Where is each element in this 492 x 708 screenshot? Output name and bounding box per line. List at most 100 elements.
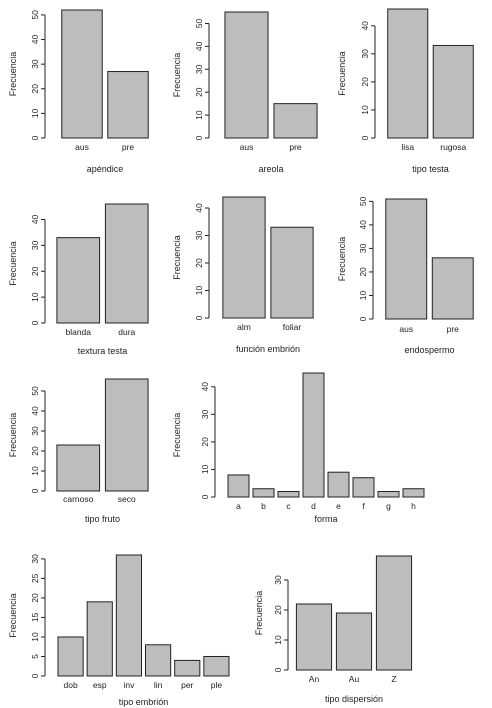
bar	[273, 103, 318, 139]
y-tick-label: 30	[200, 409, 210, 419]
bar	[387, 8, 429, 139]
x-tick-label: aus	[240, 142, 254, 152]
bar	[431, 257, 474, 320]
bar	[352, 477, 375, 498]
chart-panel: carnoso seco 0 10 20 30 40 50 Frecuencia tipo fru…	[8, 378, 149, 524]
x-axis-label: forma	[314, 514, 337, 524]
y-tick-label: 10	[30, 466, 40, 476]
x-axis-label: tipo testa	[412, 164, 449, 174]
x-tick-label: dob	[63, 680, 77, 690]
y-axis-label: Frecuencia	[172, 235, 182, 280]
y-tick-label: 30	[358, 243, 368, 253]
bar	[432, 44, 474, 139]
bar	[57, 636, 84, 677]
chart-panel: a b c d e f g h 0 10 20 30 40 Frecuencia forma	[172, 372, 425, 524]
y-tick-label: 40	[200, 382, 210, 392]
x-tick-label: e	[336, 501, 341, 511]
y-tick-label: 10	[273, 635, 283, 645]
x-axis-label: tipo fruto	[85, 514, 120, 524]
bar	[145, 644, 172, 677]
x-tick-label: An	[309, 674, 320, 684]
y-tick-label: 30	[194, 231, 204, 241]
y-tick-label: 20	[30, 266, 40, 276]
x-axis-label: tipo dispersión	[325, 694, 383, 704]
y-tick-label: 30	[30, 240, 40, 250]
x-axis-label: tipo embrión	[119, 697, 169, 707]
chart-panel: An Au Z 0 10 20 30 Frecuencia tipo dispersión	[254, 555, 413, 704]
y-tick-label: 20	[358, 267, 368, 277]
bar	[224, 11, 269, 139]
y-tick-label: 0	[30, 488, 40, 493]
y-tick-label: 15	[30, 612, 40, 622]
y-axis-label: Frecuencia	[8, 413, 18, 458]
y-tick-label: 20	[30, 446, 40, 456]
y-tick-label: 50	[358, 196, 368, 206]
y-tick-label: 20	[194, 258, 204, 268]
x-tick-label: pre	[447, 324, 460, 334]
x-axis-label: endospermo	[404, 345, 454, 355]
chart-panel: dob esp inv lin per ple 0 5 10 15 20 25 30 Frecuencia…	[8, 554, 230, 707]
bar	[203, 655, 230, 677]
x-tick-label: carnoso	[63, 494, 94, 504]
y-tick-label: 0	[30, 135, 40, 140]
y-axis-label: Frecuencia	[337, 237, 347, 282]
x-axis-label: apéndice	[87, 164, 124, 174]
y-tick-label: 10	[30, 292, 40, 302]
y-tick-label: 0	[358, 316, 368, 321]
bar	[174, 659, 201, 677]
y-tick-label: 40	[360, 21, 370, 31]
y-tick-label: 10	[194, 286, 204, 296]
y-tick-label: 30	[360, 49, 370, 59]
bar	[385, 198, 428, 320]
x-tick-label: c	[286, 501, 291, 511]
bar	[335, 612, 373, 671]
x-tick-label: lisa	[401, 142, 414, 152]
y-tick-label: 20	[30, 593, 40, 603]
y-tick-label: 30	[30, 59, 40, 69]
x-tick-label: Z	[391, 674, 396, 684]
bar	[104, 378, 149, 492]
x-tick-label: foliar	[283, 322, 302, 332]
y-tick-label: 0	[30, 320, 40, 325]
y-tick-label: 40	[30, 215, 40, 225]
x-tick-label: blanda	[65, 327, 91, 337]
y-axis-label: Frecuencia	[8, 241, 18, 286]
x-tick-label: aus	[75, 142, 89, 152]
y-tick-label: 30	[273, 575, 283, 585]
bar	[56, 444, 101, 492]
y-tick-label: 0	[200, 494, 210, 499]
y-tick-label: 50	[30, 386, 40, 396]
x-tick-label: f	[362, 501, 365, 511]
x-tick-label: Au	[349, 674, 360, 684]
x-tick-label: d	[311, 501, 316, 511]
y-tick-label: 10	[194, 110, 204, 120]
x-tick-label: esp	[93, 680, 107, 690]
chart-panel: aus pre 0 10 20 30 40 50 Frecuencia endospermo	[337, 196, 474, 355]
bar	[302, 372, 325, 498]
y-tick-label: 20	[273, 605, 283, 615]
y-axis-label: Frecuencia	[337, 51, 347, 96]
y-tick-label: 30	[30, 426, 40, 436]
x-tick-label: pre	[289, 142, 302, 152]
y-tick-label: 40	[30, 35, 40, 45]
y-tick-label: 30	[30, 554, 40, 564]
chart-panel: blanda dura 0 10 20 30 40 Frecuencia textura tes…	[8, 203, 149, 356]
y-axis-label: Frecuencia	[172, 53, 182, 98]
chart-panel: alm foliar 0 10 20 30 40 Frecuencia función embr…	[172, 196, 314, 354]
bar	[61, 9, 103, 139]
x-axis-label: función embrión	[236, 344, 300, 354]
bar	[277, 490, 300, 498]
y-tick-label: 0	[360, 135, 370, 140]
bar	[222, 196, 266, 319]
x-tick-label: dura	[118, 327, 135, 337]
y-tick-label: 10	[360, 105, 370, 115]
y-tick-label: 0	[30, 673, 40, 678]
x-tick-label: per	[181, 680, 193, 690]
bar	[270, 226, 314, 319]
y-axis-label: Frecuencia	[172, 413, 182, 458]
x-tick-label: aus	[399, 324, 413, 334]
bar	[402, 488, 425, 498]
y-axis-label: Frecuencia	[254, 591, 264, 636]
bar	[377, 490, 400, 498]
